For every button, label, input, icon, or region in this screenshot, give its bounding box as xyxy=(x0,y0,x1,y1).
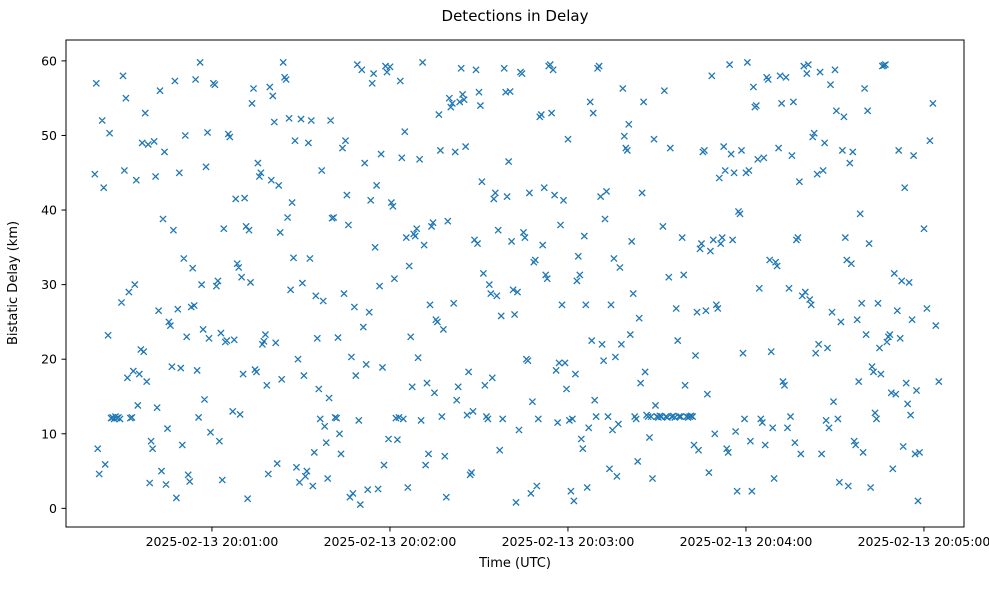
y-tick-label: 50 xyxy=(41,128,57,143)
x-tick-label: 2025-02-13 20:01:00 xyxy=(146,534,279,549)
x-tick-label: 2025-02-13 20:04:00 xyxy=(680,534,813,549)
x-tick-label: 2025-02-13 20:05:00 xyxy=(858,534,989,549)
x-tick-label: 2025-02-13 20:03:00 xyxy=(502,534,635,549)
y-tick-label: 20 xyxy=(41,352,57,367)
y-tick-label: 60 xyxy=(41,53,57,68)
y-tick-label: 40 xyxy=(41,203,57,218)
y-tick-label: 30 xyxy=(41,277,57,292)
plot-frame xyxy=(65,39,965,528)
y-tick-label: 0 xyxy=(49,501,57,516)
plot-area: 0 10 20 30 40 50 60 2025-02-13 20:01:00 2025-02-… xyxy=(41,39,989,549)
chart-title: Detections in Delay xyxy=(442,7,589,25)
scatter-points xyxy=(91,58,943,509)
x-tick-label: 2025-02-13 20:02:00 xyxy=(324,534,457,549)
x-axis-label: Time (UTC) xyxy=(478,556,551,571)
y-tick-label: 10 xyxy=(41,426,57,441)
y-axis-label: Bistatic Delay (km) xyxy=(6,221,21,345)
